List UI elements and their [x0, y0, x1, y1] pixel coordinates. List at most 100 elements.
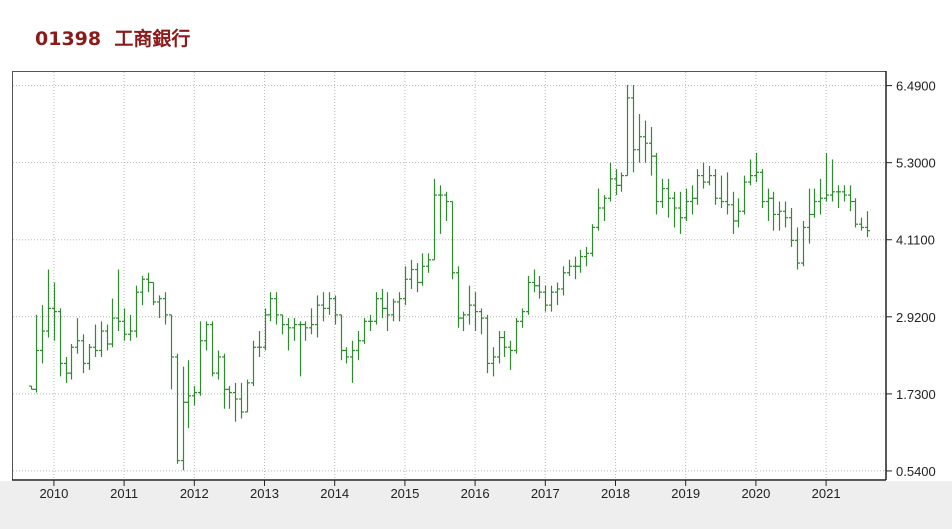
- ohlc-bar: [58, 308, 63, 377]
- ohlc-bar: [350, 340, 355, 383]
- ohlc-bar: [801, 220, 806, 267]
- ohlc-bar: [754, 152, 759, 183]
- ohlc-bar: [520, 308, 525, 328]
- ohlc-bar: [672, 191, 677, 228]
- ohlc-bar: [836, 185, 841, 208]
- ohlc-bar: [590, 224, 595, 257]
- ohlc-bar: [578, 250, 583, 273]
- y-tick-label: 6.4900: [896, 79, 936, 94]
- grid-lines: [13, 72, 885, 480]
- ohlc-bar: [263, 308, 268, 351]
- ohlc-bar: [848, 185, 853, 212]
- ohlc-bar: [116, 269, 121, 332]
- ohlc-bar: [479, 308, 484, 335]
- ohlc-bar: [660, 178, 665, 208]
- ohlc-bar: [842, 185, 847, 202]
- x-tick-label: 2018: [601, 486, 630, 501]
- ohlc-bar: [204, 321, 209, 351]
- ohlc-bar: [140, 276, 145, 306]
- ohlc-bar: [175, 353, 180, 464]
- ohlc-bar: [403, 266, 408, 306]
- ohlc-bar: [777, 201, 782, 231]
- x-axis-band: [0, 481, 952, 529]
- ohlc-bar: [432, 178, 437, 261]
- ohlc-bar: [128, 314, 133, 341]
- ohlc-bar: [567, 259, 572, 276]
- ohlc-bar: [64, 356, 69, 383]
- chart-left-border: [12, 71, 13, 480]
- ohlc-bar: [485, 314, 490, 374]
- ohlc-bar: [93, 324, 98, 357]
- ohlc-bar: [368, 314, 373, 332]
- ohlc-bar: [859, 217, 864, 231]
- ohlc-bar: [678, 191, 683, 234]
- ohlc-bar: [122, 308, 127, 341]
- ohlc-bar: [602, 195, 607, 221]
- ohlc-bar: [619, 172, 624, 192]
- ohlc-bar: [748, 159, 753, 186]
- ohlc-bar: [157, 295, 162, 319]
- ohlc-bar: [637, 114, 642, 163]
- ohlc-bar: [87, 344, 92, 370]
- x-tick-label: 2012: [180, 486, 209, 501]
- ohlc-bar: [438, 185, 443, 234]
- ohlc-bar: [502, 331, 507, 357]
- ohlc-bar: [362, 318, 367, 344]
- ohlc-bar: [163, 292, 168, 325]
- ohlc-bar: [795, 227, 800, 270]
- ohlc-bar: [461, 311, 466, 332]
- x-tick-label: 2020: [741, 486, 770, 501]
- ohlc-bar: [543, 285, 548, 312]
- ohlc-bar: [853, 198, 858, 228]
- ohlc-bar: [701, 162, 706, 189]
- ohlc-bar: [333, 295, 338, 325]
- stock-name: 工商銀行: [114, 28, 191, 50]
- ohlc-bar: [824, 152, 829, 202]
- ohlc-bar: [614, 169, 619, 196]
- ohlc-bar: [385, 292, 390, 332]
- ohlc-bar: [444, 191, 449, 221]
- ohlc-bar: [473, 292, 478, 332]
- ohlc-bar: [783, 201, 788, 228]
- y-tick-label: 2.9200: [896, 310, 936, 325]
- ohlc-bar: [227, 386, 232, 409]
- x-tick-label: 2016: [461, 486, 490, 501]
- ohlc-bar: [555, 282, 560, 306]
- ohlc-bar: [771, 191, 776, 231]
- ohlc-bar: [216, 350, 221, 380]
- ohlc-bar: [596, 188, 601, 231]
- ohlc-bar: [426, 253, 431, 273]
- ohlc-bar: [81, 334, 86, 374]
- ohlc-bar: [497, 331, 502, 364]
- ohlc-bar: [374, 292, 379, 325]
- x-tick-label: 2014: [320, 486, 349, 501]
- ohlc-bar: [584, 246, 589, 267]
- ohlc-bar: [151, 281, 156, 306]
- ohlc-bar: [321, 292, 326, 322]
- ohlc-bar: [233, 382, 238, 422]
- ohlc-bar: [222, 353, 227, 409]
- ohlc-bar: [666, 178, 671, 218]
- ohlc-bar: [631, 84, 636, 173]
- ohlc-bars: [29, 84, 870, 471]
- ohlc-bar: [210, 321, 215, 377]
- ohlc-bar: [865, 211, 870, 238]
- ohlc-bar: [69, 344, 74, 380]
- ohlc-bar: [192, 386, 197, 406]
- ohlc-bar: [198, 321, 203, 396]
- ohlc-bar: [298, 321, 303, 377]
- ohlc-bar: [807, 188, 812, 244]
- ohlc-bar: [532, 269, 537, 293]
- ohlc-bar: [766, 188, 771, 221]
- ohlc-bar: [391, 298, 396, 322]
- y-tick-label: 1.7300: [896, 387, 936, 402]
- ohlc-bar: [397, 292, 402, 322]
- x-tick-label: 2017: [531, 486, 560, 501]
- ohlc-bar: [344, 347, 349, 364]
- ohlc-bar: [257, 331, 262, 357]
- ohlc-bar: [467, 285, 472, 325]
- ohlc-bar: [450, 200, 455, 280]
- ohlc-bar: [649, 127, 654, 176]
- ohlc-bar: [508, 340, 513, 370]
